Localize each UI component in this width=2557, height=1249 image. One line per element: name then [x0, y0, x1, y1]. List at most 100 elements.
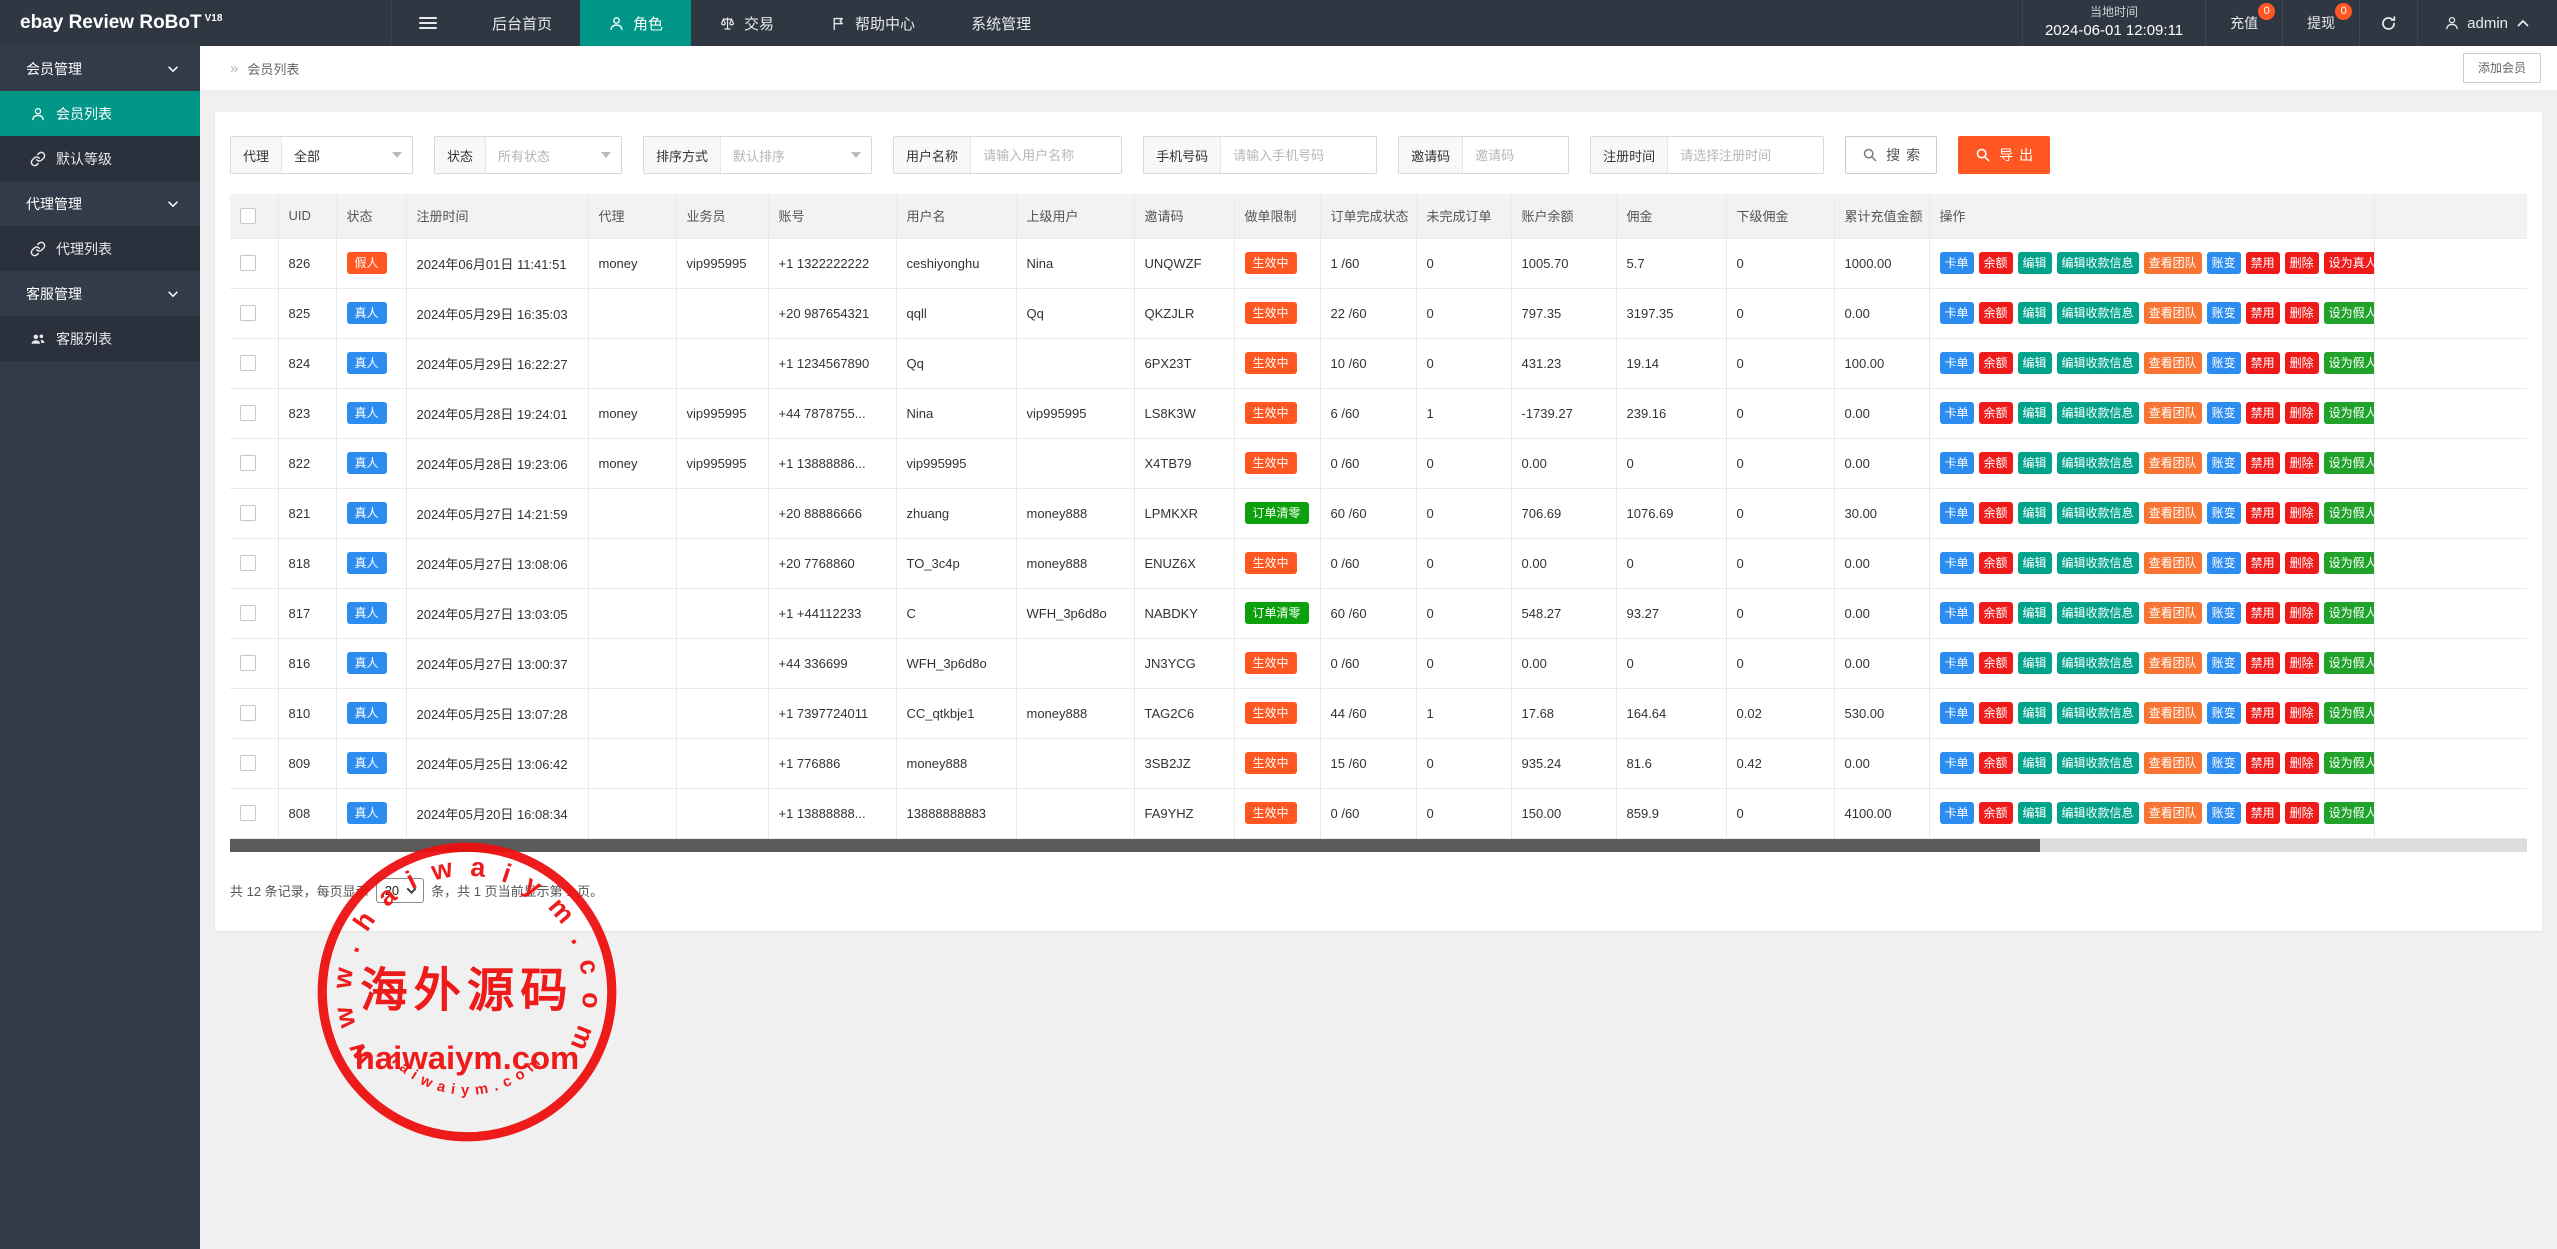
row-checkbox[interactable]	[240, 755, 256, 772]
sidebar-group-6[interactable]: 客服管理	[0, 271, 200, 316]
filter-select[interactable]: 所有状态	[486, 137, 621, 173]
delete-button[interactable]: 删除	[2284, 402, 2319, 424]
delete-button[interactable]: 删除	[2284, 652, 2319, 674]
edit-button[interactable]: 编辑	[2017, 502, 2052, 524]
edit-payment-info-button[interactable]: 编辑收款信息	[2056, 702, 2139, 724]
row-checkbox[interactable]	[240, 805, 256, 822]
account-change-button[interactable]: 账变	[2206, 652, 2241, 674]
edit-button[interactable]: 编辑	[2017, 602, 2052, 624]
balance-button[interactable]: 余额	[1978, 352, 2013, 374]
account-change-button[interactable]: 账变	[2206, 252, 2241, 274]
edit-button[interactable]: 编辑	[2017, 752, 2052, 774]
edit-button[interactable]: 编辑	[2017, 452, 2052, 474]
row-checkbox[interactable]	[240, 355, 256, 372]
view-team-button[interactable]: 查看团队	[2143, 352, 2202, 374]
delete-button[interactable]: 删除	[2284, 302, 2319, 324]
row-checkbox[interactable]	[240, 505, 256, 522]
edit-payment-info-button[interactable]: 编辑收款信息	[2056, 352, 2139, 374]
view-team-button[interactable]: 查看团队	[2143, 252, 2202, 274]
set-fake-button[interactable]: 设为假人	[2323, 802, 2373, 824]
set-fake-button[interactable]: 设为假人	[2323, 652, 2373, 674]
card-order-button[interactable]: 卡单	[1939, 402, 1974, 424]
edit-button[interactable]: 编辑	[2017, 302, 2052, 324]
card-order-button[interactable]: 卡单	[1939, 552, 1974, 574]
account-change-button[interactable]: 账变	[2206, 752, 2241, 774]
edit-button[interactable]: 编辑	[2017, 402, 2052, 424]
view-team-button[interactable]: 查看团队	[2143, 802, 2202, 824]
view-team-button[interactable]: 查看团队	[2143, 602, 2202, 624]
edit-button[interactable]: 编辑	[2017, 552, 2052, 574]
balance-button[interactable]: 余额	[1978, 752, 2013, 774]
disable-button[interactable]: 禁用	[2245, 402, 2280, 424]
disable-button[interactable]: 禁用	[2245, 752, 2280, 774]
balance-button[interactable]: 余额	[1978, 602, 2013, 624]
edit-button[interactable]: 编辑	[2017, 702, 2052, 724]
sidebar-toggle-button[interactable]	[392, 0, 464, 46]
account-change-button[interactable]: 账变	[2206, 352, 2241, 374]
select-all-checkbox[interactable]	[240, 208, 256, 225]
row-checkbox[interactable]	[240, 605, 256, 622]
sidebar-item-7[interactable]: 客服列表	[0, 316, 200, 361]
nav-item-3[interactable]: 交易	[691, 0, 802, 46]
disable-button[interactable]: 禁用	[2245, 702, 2280, 724]
nav-item-2[interactable]: 角色	[580, 0, 692, 46]
account-change-button[interactable]: 账变	[2206, 702, 2241, 724]
nav-item-1[interactable]: 后台首页	[464, 0, 580, 46]
card-order-button[interactable]: 卡单	[1939, 252, 1974, 274]
card-order-button[interactable]: 卡单	[1939, 602, 1974, 624]
nav-item-5[interactable]: 系统管理	[943, 0, 1059, 46]
edit-button[interactable]: 编辑	[2017, 652, 2052, 674]
view-team-button[interactable]: 查看团队	[2143, 502, 2202, 524]
edit-payment-info-button[interactable]: 编辑收款信息	[2056, 452, 2139, 474]
edit-payment-info-button[interactable]: 编辑收款信息	[2056, 552, 2139, 574]
delete-button[interactable]: 删除	[2284, 702, 2319, 724]
account-change-button[interactable]: 账变	[2206, 802, 2241, 824]
filter-select[interactable]: 全部	[282, 137, 412, 173]
balance-button[interactable]: 余额	[1978, 552, 2013, 574]
row-checkbox[interactable]	[240, 455, 256, 472]
edit-payment-info-button[interactable]: 编辑收款信息	[2056, 402, 2139, 424]
view-team-button[interactable]: 查看团队	[2143, 452, 2202, 474]
filter-input[interactable]	[1221, 137, 1377, 173]
account-change-button[interactable]: 账变	[2206, 602, 2241, 624]
disable-button[interactable]: 禁用	[2245, 802, 2280, 824]
card-order-button[interactable]: 卡单	[1939, 302, 1974, 324]
balance-button[interactable]: 余额	[1978, 452, 2013, 474]
set-fake-button[interactable]: 设为假人	[2323, 302, 2373, 324]
set-fake-button[interactable]: 设为假人	[2323, 602, 2373, 624]
delete-button[interactable]: 删除	[2284, 502, 2319, 524]
refresh-button[interactable]	[2359, 0, 2417, 46]
filter-select[interactable]: 默认排序	[721, 137, 871, 173]
disable-button[interactable]: 禁用	[2245, 302, 2280, 324]
set-fake-button[interactable]: 设为假人	[2323, 352, 2373, 374]
card-order-button[interactable]: 卡单	[1939, 702, 1974, 724]
sidebar-group-1[interactable]: 会员管理	[0, 46, 200, 91]
row-checkbox[interactable]	[240, 305, 256, 322]
account-change-button[interactable]: 账变	[2206, 502, 2241, 524]
card-order-button[interactable]: 卡单	[1939, 752, 1974, 774]
edit-payment-info-button[interactable]: 编辑收款信息	[2056, 752, 2139, 774]
filter-input[interactable]	[1463, 137, 1569, 173]
delete-button[interactable]: 删除	[2284, 352, 2319, 374]
set-fake-button[interactable]: 设为假人	[2323, 752, 2373, 774]
edit-payment-info-button[interactable]: 编辑收款信息	[2056, 802, 2139, 824]
set-fake-button[interactable]: 设为假人	[2323, 452, 2373, 474]
horizontal-scrollbar-thumb[interactable]	[230, 838, 2040, 852]
user-menu[interactable]: admin	[2417, 0, 2557, 46]
sidebar-group-4[interactable]: 代理管理	[0, 181, 200, 226]
account-change-button[interactable]: 账变	[2206, 302, 2241, 324]
sidebar-item-3[interactable]: 默认等级	[0, 136, 200, 181]
withdraw-button[interactable]: 提现 0	[2282, 0, 2359, 46]
balance-button[interactable]: 余额	[1978, 502, 2013, 524]
view-team-button[interactable]: 查看团队	[2143, 302, 2202, 324]
edit-payment-info-button[interactable]: 编辑收款信息	[2056, 252, 2139, 274]
disable-button[interactable]: 禁用	[2245, 652, 2280, 674]
sidebar-item-2[interactable]: 会员列表	[0, 91, 200, 136]
delete-button[interactable]: 删除	[2284, 552, 2319, 574]
row-checkbox[interactable]	[240, 655, 256, 672]
add-member-button[interactable]: 添加会员	[2462, 53, 2541, 83]
disable-button[interactable]: 禁用	[2245, 552, 2280, 574]
delete-button[interactable]: 删除	[2284, 452, 2319, 474]
set-fake-button[interactable]: 设为假人	[2323, 402, 2373, 424]
balance-button[interactable]: 余额	[1978, 402, 2013, 424]
